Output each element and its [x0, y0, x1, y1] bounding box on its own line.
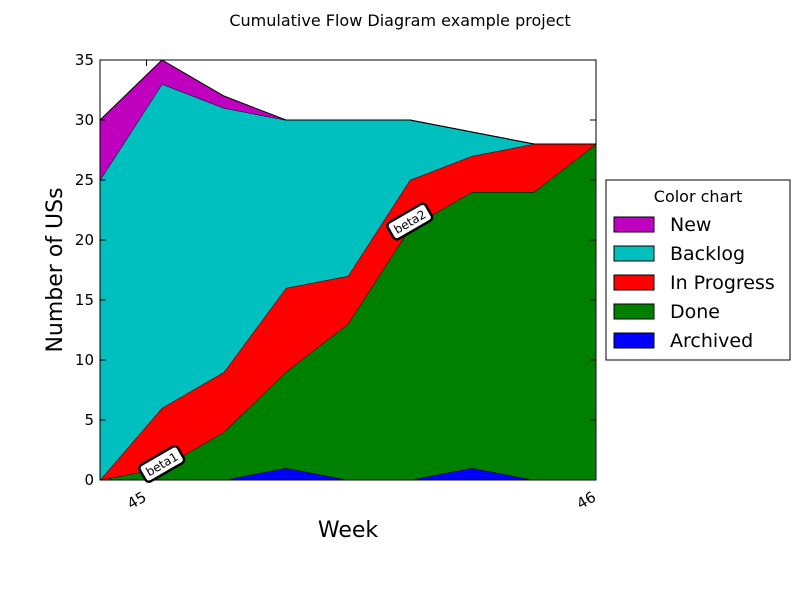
- legend-label-done: Done: [670, 301, 720, 323]
- chart-title: Cumulative Flow Diagram example project: [229, 11, 570, 30]
- x-tick-label: 46: [573, 488, 599, 513]
- y-tick-label: 30: [75, 111, 94, 129]
- y-tick-label: 10: [75, 351, 94, 369]
- legend-title: Color chart: [654, 187, 742, 206]
- area-backlog: [100, 84, 596, 480]
- y-axis: 0 5 10 15 20 25 30 35: [75, 51, 596, 489]
- area-archived: [100, 468, 596, 480]
- y-tick-label: 15: [75, 291, 94, 309]
- legend-label-backlog: Backlog: [670, 243, 745, 265]
- area-done: [100, 144, 596, 480]
- legend-swatch-backlog: [613, 245, 655, 262]
- legend-swatch-in-progress: [613, 274, 655, 291]
- legend-label-archived: Archived: [670, 330, 753, 352]
- legend-label-in-progress: In Progress: [670, 272, 775, 294]
- y-tick-label: 20: [75, 231, 94, 249]
- y-tick-label: 0: [84, 471, 94, 489]
- legend-swatch-done: [613, 303, 655, 320]
- legend: Color chart New Backlog In Progress Done Arc…: [605, 179, 791, 361]
- legend-swatch-new: [613, 216, 655, 233]
- y-tick-label: 25: [75, 171, 94, 189]
- legend-frame: [605, 179, 791, 361]
- legend-label-new: New: [670, 214, 711, 236]
- boundary-new: [99, 59, 596, 145]
- area-in-progress: [100, 144, 596, 480]
- annotation-box: [138, 444, 186, 483]
- stacked-areas: [99, 59, 597, 481]
- plot-frame: [99, 59, 597, 481]
- x-tick-label: 45: [124, 488, 150, 513]
- x-axis-label: Week: [318, 518, 379, 543]
- y-axis-label: Number of USs: [43, 187, 68, 352]
- y-tick-label: 5: [84, 411, 94, 429]
- annotation-box: [386, 202, 434, 241]
- legend-swatch-archived: [613, 332, 655, 349]
- y-tick-label: 35: [75, 51, 94, 69]
